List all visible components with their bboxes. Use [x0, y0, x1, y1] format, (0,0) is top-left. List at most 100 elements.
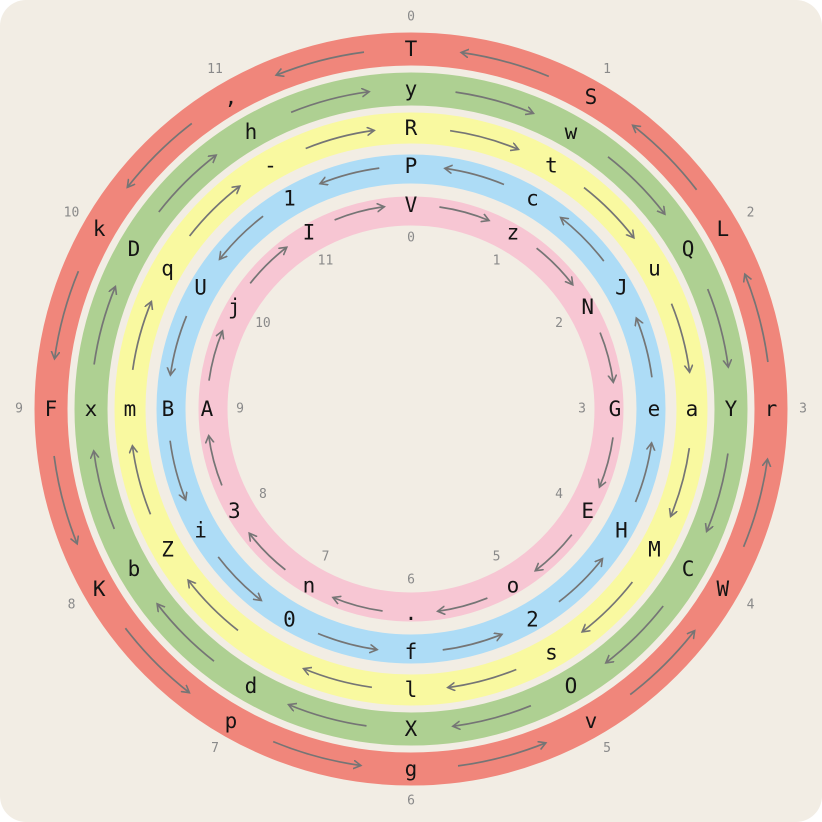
inner-position-number-3: 3	[578, 402, 586, 417]
ring-1-pos-1-letter: S	[585, 85, 598, 109]
ring-4-arrow-0	[445, 168, 505, 186]
ring-4-pos-4-letter: H	[615, 519, 628, 543]
ring-5-pos-7-letter: n	[303, 574, 316, 598]
ring-1-arrow-7	[124, 627, 189, 693]
ring-1-pos-2-letter: L	[716, 217, 729, 241]
ring-1-pos-0-letter: T	[405, 37, 418, 61]
ring-4-pos-5-letter: 2	[526, 607, 539, 631]
outer-position-number-10: 10	[64, 206, 80, 221]
ring-band-1	[34, 32, 788, 786]
ring-5-pos-1-letter: z	[507, 220, 520, 244]
ring-2-pos-1-letter: w	[565, 120, 578, 144]
ring-3-arrow-9	[131, 302, 152, 371]
ring-2-arrow-0	[455, 91, 534, 113]
ring-5-arrow-11	[334, 207, 385, 221]
ring-4-pos-11-letter: 1	[283, 187, 296, 211]
ring-4-arrow-2	[636, 318, 653, 378]
ring-1-pos-8-letter: K	[93, 577, 106, 601]
ring-1-arrow-10	[127, 122, 193, 187]
ring-2-pos-6-letter: X	[405, 717, 418, 741]
ring-3-pos-0-letter: R	[405, 116, 418, 140]
ring-3-pos-4-letter: M	[648, 538, 661, 562]
inner-position-number-5: 5	[493, 550, 501, 565]
ring-1-arrow-0	[461, 53, 550, 78]
ring-4-pos-7-letter: 0	[283, 607, 296, 631]
outer-position-number-4: 4	[747, 598, 755, 613]
ring-2-pos-10-letter: D	[128, 237, 141, 261]
ring-4-arrow-10	[220, 215, 264, 259]
ring-3-pos-8-letter: Z	[161, 538, 174, 562]
ring-5-arrow-0	[439, 206, 489, 221]
ring-3-arrow-10	[188, 186, 240, 237]
ring-2-pos-0-letter: y	[405, 77, 418, 101]
ring-4-arrow-9	[170, 315, 188, 375]
ring-5-pos-11-letter: I	[303, 220, 316, 244]
ring-4-pos-3-letter: e	[648, 397, 661, 421]
ring-4-arrow-7	[217, 556, 261, 601]
ring-5-arrow-2	[599, 332, 613, 383]
outer-position-number-6: 6	[407, 794, 415, 809]
ring-4-pos-9-letter: B	[162, 397, 175, 421]
ring-4-pos-2-letter: J	[615, 276, 628, 300]
ring-1-arrow-2	[745, 274, 769, 363]
ring-5-arrow-6	[333, 598, 383, 612]
ring-1-pos-3-letter: r	[765, 397, 778, 421]
ring-band-4	[156, 154, 666, 664]
inner-position-number-4: 4	[555, 487, 563, 502]
ring-5-arrow-3	[600, 437, 614, 487]
ring-2-arrow-1	[607, 156, 665, 214]
inner-position-number-8: 8	[259, 487, 267, 502]
ring-3-arrow-11	[305, 130, 375, 150]
inner-position-number-0: 0	[407, 231, 415, 246]
outer-position-number-8: 8	[68, 598, 76, 613]
ring-4-arrow-1	[561, 218, 605, 262]
ring-4-arrow-8	[169, 440, 186, 500]
ring-5-pos-5-letter: o	[507, 574, 520, 598]
ring-3-arrow-1	[583, 186, 634, 238]
ring-2-arrow-2	[706, 288, 729, 367]
ring-2-arrow-5	[453, 704, 532, 727]
ring-3-arrow-2	[670, 303, 690, 373]
ring-4-arrow-11	[320, 167, 380, 184]
ring-2-pos-3-letter: Y	[725, 397, 738, 421]
ring-2-arrow-8	[94, 451, 116, 530]
ring-3-pos-2-letter: u	[648, 257, 661, 281]
ring-3-pos-11-letter: -	[264, 154, 277, 178]
ring-2-arrow-10	[158, 155, 216, 213]
ring-3-arrow-5	[448, 668, 517, 688]
ring-5-arrow-5	[438, 597, 488, 611]
ring-2-pos-9-letter: x	[85, 397, 98, 421]
ring-5-pos-2-letter: N	[581, 295, 594, 319]
ring-1-arrow-1	[633, 125, 698, 191]
ring-2-arrow-3	[707, 453, 729, 532]
ring-3-arrow-7	[188, 580, 239, 632]
ring-4-pos-8-letter: i	[194, 519, 207, 543]
ring-4-arrow-4	[558, 559, 603, 603]
inner-position-number-2: 2	[555, 316, 563, 331]
ring-3-pos-1-letter: t	[545, 154, 558, 178]
ring-3-pos-3-letter: a	[686, 397, 699, 421]
inner-position-number-6: 6	[407, 573, 415, 588]
ring-5-pos-4-letter: E	[581, 499, 594, 523]
ring-4-arrow-3	[634, 443, 652, 503]
ring-4-pos-6-letter: f	[405, 640, 418, 664]
ring-band-2	[74, 72, 748, 746]
ring-1-pos-6-letter: g	[405, 757, 418, 781]
ring-3-pos-6-letter: l	[405, 678, 418, 702]
ring-4-pos-10-letter: U	[194, 276, 207, 300]
ring-3-pos-5-letter: s	[545, 640, 558, 664]
ring-4-arrow-6	[317, 632, 377, 650]
ring-1-arrow-8	[53, 455, 77, 544]
inner-position-number-10: 10	[255, 316, 271, 331]
ring-1-pos-11-letter: ,	[225, 85, 238, 109]
ring-5-arrow-8	[209, 436, 223, 486]
inner-position-number-9: 9	[236, 402, 244, 417]
ring-1-pos-5-letter: v	[585, 709, 598, 733]
ring-2-arrow-9	[93, 287, 115, 365]
ring-5-arrow-10	[249, 247, 287, 284]
inner-position-number-11: 11	[318, 253, 334, 268]
ring-2-pos-11-letter: h	[245, 120, 258, 144]
ring-3-arrow-6	[304, 669, 373, 689]
